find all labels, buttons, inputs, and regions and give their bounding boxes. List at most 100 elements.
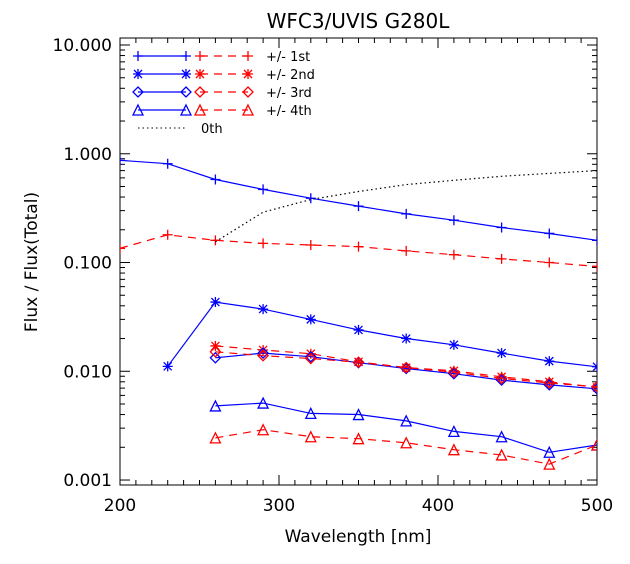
plus-marker <box>401 208 412 219</box>
legend-label: +/- 2nd <box>266 68 315 83</box>
legend-label: +/- 3rd <box>266 86 312 101</box>
plus-marker <box>120 243 125 254</box>
series-minus-1st <box>120 229 597 272</box>
triangle-marker <box>209 431 222 444</box>
diamond-marker <box>495 372 508 385</box>
asterisk-marker <box>353 324 364 335</box>
y-tick-label: 0.010 <box>63 362 112 382</box>
asterisk-marker <box>133 69 143 79</box>
diamond-marker <box>591 380 597 393</box>
plus-marker <box>544 228 555 239</box>
triangle-marker <box>400 436 413 449</box>
asterisk-marker <box>448 365 459 376</box>
diamond-marker <box>400 361 413 374</box>
triangle-marker <box>304 430 317 443</box>
asterisk-marker <box>401 362 412 373</box>
series-0th <box>215 170 597 243</box>
y-tick-label: 1.000 <box>63 145 112 165</box>
plus-marker <box>243 51 253 61</box>
diamond-marker <box>543 377 556 389</box>
diamond-marker <box>194 86 206 98</box>
plus-marker <box>210 174 221 185</box>
x-tick-label: 500 <box>581 496 613 516</box>
series-line <box>215 351 597 388</box>
triangle-marker <box>352 432 365 445</box>
plot-frame <box>119 37 598 486</box>
triangle-marker <box>257 396 270 409</box>
diamond-marker <box>257 349 270 362</box>
diamond-marker <box>304 350 317 363</box>
diamond-marker <box>447 367 460 380</box>
plus-marker <box>544 257 555 268</box>
triangle-marker <box>209 399 222 412</box>
x-tick-label: 200 <box>104 496 136 516</box>
plus-marker <box>448 249 459 260</box>
triangle-marker <box>495 448 508 461</box>
asterisk-marker <box>448 339 459 350</box>
y-tick-label: 10.000 <box>53 36 112 56</box>
asterisk-marker <box>496 348 507 359</box>
plus-marker <box>592 261 597 272</box>
plus-marker <box>181 51 191 61</box>
triangle-marker <box>131 103 145 116</box>
triangle-marker <box>495 430 508 443</box>
x-tick-label: 300 <box>263 496 295 516</box>
diamond-marker <box>447 366 460 379</box>
diamond-marker <box>304 352 317 365</box>
triangle-marker <box>304 406 317 420</box>
plus-marker <box>133 51 143 61</box>
triangle-marker <box>193 103 207 116</box>
asterisk-marker <box>181 69 191 79</box>
y-tick-label: 0.001 <box>63 471 112 491</box>
series-line <box>215 402 597 453</box>
x-axis-label: Wavelength [nm] <box>285 527 432 547</box>
asterisk-marker <box>258 304 269 315</box>
legend-label: 0th <box>201 122 223 137</box>
triangle-marker <box>590 438 597 451</box>
asterisk-marker <box>243 69 253 79</box>
plus-marker <box>210 235 221 246</box>
plus-marker <box>496 222 507 233</box>
plus-marker <box>120 155 125 166</box>
plus-marker <box>448 215 459 226</box>
triangle-marker <box>447 424 460 438</box>
plus-marker <box>258 184 269 195</box>
plus-marker <box>496 253 507 264</box>
series-line <box>215 170 597 243</box>
legend-label: +/- 4th <box>266 104 312 119</box>
plus-marker <box>305 193 316 204</box>
triangle-marker <box>241 103 255 116</box>
plus-marker <box>162 229 173 240</box>
series-line <box>215 429 597 465</box>
diamond-marker <box>209 345 222 358</box>
triangle-marker <box>543 445 556 458</box>
diamond-marker <box>257 347 270 359</box>
diamond-marker <box>209 351 222 364</box>
diamond-marker <box>352 356 365 369</box>
series-line <box>120 159 597 241</box>
triangle-marker <box>257 423 270 436</box>
series-minus-4th <box>209 423 597 470</box>
asterisk-marker <box>544 376 555 387</box>
plus-marker <box>353 201 364 212</box>
x-tick-label: 400 <box>422 496 454 516</box>
plus-marker <box>162 158 173 169</box>
series-line <box>215 345 597 388</box>
asterisk-marker <box>305 314 316 325</box>
plot-area <box>120 155 597 470</box>
plus-marker <box>305 239 316 250</box>
asterisk-marker <box>210 297 221 308</box>
plus-marker <box>592 235 597 246</box>
triangle-marker <box>352 408 365 421</box>
legend-label: +/- 1st <box>266 50 310 65</box>
legend: +/- 1st +/- 2nd +/- 3rd +/- 4th 0th <box>131 50 315 137</box>
axes: 200 300 400 500 0.001 0.010 0.100 1.000 10.000 <box>53 36 614 516</box>
asterisk-marker <box>162 361 173 372</box>
triangle-marker <box>543 457 556 470</box>
series-minus-3rd <box>209 345 597 393</box>
series-plusminus-1st <box>120 155 597 246</box>
y-tick-label: 0.100 <box>63 254 112 274</box>
series-line <box>215 352 597 390</box>
plus-marker <box>401 245 412 256</box>
